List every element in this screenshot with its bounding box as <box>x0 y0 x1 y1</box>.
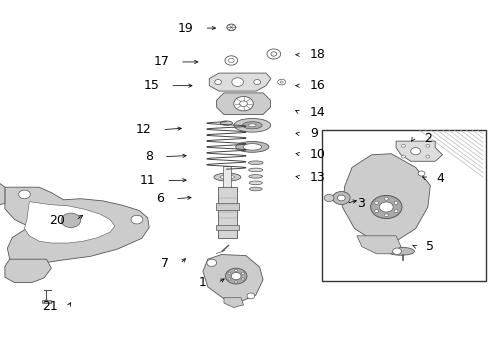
Circle shape <box>228 58 234 63</box>
Polygon shape <box>216 93 270 114</box>
Ellipse shape <box>386 247 413 255</box>
Circle shape <box>425 155 429 158</box>
Polygon shape <box>24 202 115 243</box>
Circle shape <box>233 96 253 111</box>
Circle shape <box>370 195 401 219</box>
Circle shape <box>224 56 237 65</box>
Bar <box>217 187 237 238</box>
Text: 12: 12 <box>136 123 151 136</box>
Circle shape <box>374 210 378 212</box>
Text: 6: 6 <box>156 192 164 205</box>
Ellipse shape <box>248 124 256 127</box>
Ellipse shape <box>243 144 261 150</box>
Text: 2: 2 <box>423 132 431 145</box>
Circle shape <box>392 248 401 255</box>
Text: 20: 20 <box>49 214 65 227</box>
Circle shape <box>231 78 243 86</box>
Polygon shape <box>5 187 149 265</box>
Text: 18: 18 <box>309 48 325 61</box>
Bar <box>42 300 51 303</box>
Bar <box>223 166 231 187</box>
Ellipse shape <box>233 118 270 132</box>
Ellipse shape <box>248 161 263 165</box>
Ellipse shape <box>220 121 232 125</box>
Ellipse shape <box>248 168 263 172</box>
Circle shape <box>227 272 230 274</box>
Polygon shape <box>203 255 263 301</box>
Ellipse shape <box>235 141 268 152</box>
Circle shape <box>332 192 349 204</box>
Text: 13: 13 <box>309 171 325 184</box>
Circle shape <box>384 197 387 200</box>
Circle shape <box>401 155 405 158</box>
Circle shape <box>225 268 246 284</box>
Circle shape <box>206 259 216 266</box>
Circle shape <box>214 80 221 85</box>
Circle shape <box>227 278 230 280</box>
Ellipse shape <box>248 175 262 178</box>
Circle shape <box>270 52 276 56</box>
Text: 5: 5 <box>426 240 433 253</box>
Circle shape <box>246 293 254 299</box>
Polygon shape <box>5 259 51 283</box>
Text: 11: 11 <box>140 174 155 187</box>
Circle shape <box>241 278 244 280</box>
Circle shape <box>280 81 283 83</box>
Bar <box>321 130 485 281</box>
Text: 4: 4 <box>435 172 443 185</box>
Bar <box>215 203 239 210</box>
Circle shape <box>384 214 387 217</box>
Circle shape <box>266 49 280 59</box>
Polygon shape <box>395 141 442 161</box>
Ellipse shape <box>249 187 262 191</box>
Circle shape <box>241 272 244 274</box>
Circle shape <box>393 210 397 212</box>
Ellipse shape <box>242 122 262 129</box>
Text: 9: 9 <box>309 127 317 140</box>
Circle shape <box>239 101 247 107</box>
Circle shape <box>379 202 392 212</box>
Circle shape <box>393 202 397 204</box>
Polygon shape <box>356 236 400 254</box>
Polygon shape <box>0 184 5 206</box>
Circle shape <box>19 190 30 199</box>
Circle shape <box>234 269 237 271</box>
Circle shape <box>324 194 333 202</box>
Text: 17: 17 <box>153 55 169 68</box>
Text: 21: 21 <box>42 300 58 313</box>
Text: 15: 15 <box>143 79 159 92</box>
Circle shape <box>226 24 235 31</box>
Bar <box>215 225 239 230</box>
Circle shape <box>234 281 237 283</box>
Text: 3: 3 <box>356 197 364 210</box>
Circle shape <box>425 144 429 147</box>
Circle shape <box>417 171 424 176</box>
Circle shape <box>231 273 241 280</box>
Text: 16: 16 <box>309 79 325 92</box>
Polygon shape <box>342 154 429 241</box>
Text: 1: 1 <box>199 276 206 289</box>
Circle shape <box>253 80 260 85</box>
Text: 8: 8 <box>145 150 153 163</box>
Circle shape <box>131 215 142 224</box>
Circle shape <box>61 213 81 228</box>
Circle shape <box>277 79 285 85</box>
Text: 14: 14 <box>309 106 325 119</box>
Ellipse shape <box>249 181 262 185</box>
Circle shape <box>401 144 405 147</box>
Circle shape <box>374 202 378 204</box>
Text: 7: 7 <box>161 257 169 270</box>
Ellipse shape <box>214 173 240 181</box>
Ellipse shape <box>220 175 234 179</box>
Text: 10: 10 <box>309 148 325 161</box>
Circle shape <box>410 148 420 155</box>
Polygon shape <box>209 73 270 91</box>
Circle shape <box>337 195 345 201</box>
Text: 19: 19 <box>178 22 193 35</box>
Polygon shape <box>224 298 243 307</box>
